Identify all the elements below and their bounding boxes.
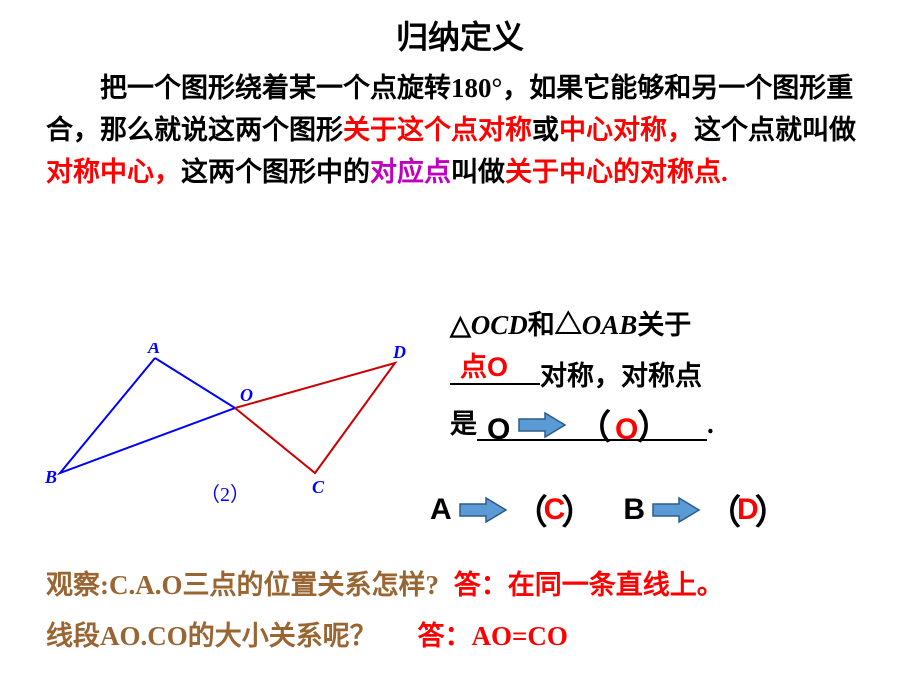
- paren-close: ）: [561, 485, 595, 534]
- arrow-icon: [651, 494, 701, 526]
- para-text: 叫做: [451, 157, 505, 187]
- answer-point-O: 点O: [460, 347, 508, 389]
- para-text: 这两个图形中的: [181, 157, 370, 187]
- paren-open: （: [707, 485, 741, 534]
- blank-corresponding-points: O （ O ）: [477, 409, 707, 441]
- tri-OCD: OCD: [471, 305, 528, 347]
- paren-close: ）: [755, 485, 789, 534]
- blank-center-point: 点O: [450, 353, 540, 385]
- tri-suffix: 关于: [637, 305, 691, 347]
- diagram-label-D: D: [392, 343, 406, 362]
- para-text: 或: [532, 115, 559, 145]
- question-1: 观察:C.A.O三点的位置关系怎样?: [46, 570, 439, 600]
- sym-text: 对称，对称点: [540, 356, 702, 398]
- paren-open: （: [514, 485, 548, 534]
- tri-OAB: OAB: [582, 305, 638, 347]
- answer-O: O: [615, 407, 638, 454]
- triangle-diagram: A B O C D （2）: [40, 343, 430, 523]
- page-title: 归纳定义: [0, 0, 920, 68]
- diagram-label-A: A: [147, 343, 160, 357]
- bottom-qa: 观察:C.A.O三点的位置关系怎样? 答：在同一条直线上。 线段AO.CO的大小…: [46, 560, 896, 663]
- answer-2: 答：AO=CO: [418, 621, 568, 651]
- diagram-label-C: C: [312, 477, 325, 497]
- paren-close: ）: [637, 403, 671, 456]
- answer-1: 答：在同一条直线上。: [454, 570, 724, 600]
- diagram-label-B: B: [44, 467, 57, 487]
- period: .: [707, 404, 714, 446]
- tri-prefix: △: [450, 305, 471, 347]
- para-magenta: 对应点: [370, 157, 451, 187]
- paren-open: （: [577, 403, 611, 456]
- arrow-icon: [458, 494, 508, 526]
- tri-and: 和△: [528, 305, 582, 347]
- map-O-from: O: [487, 407, 510, 454]
- para-red2: 中心对称，: [559, 115, 694, 145]
- para-red1: 关于这个点对称: [343, 115, 532, 145]
- definition-paragraph: 把一个图形绕着某一个点旋转180°，如果它能够和另一个图形重合，那么就说这两个图…: [0, 68, 920, 194]
- para-red3: 对称中心，: [46, 157, 181, 187]
- para-text: 这个点就叫做: [694, 115, 856, 145]
- diagram-row: A B O C D （2） △OCD和△OAB关于 点O 对称，对称点 是 O: [0, 305, 920, 535]
- question-2: 线段AO.CO的大小关系呢？: [46, 621, 377, 651]
- map-B-from: B: [623, 493, 645, 527]
- mapping-line: A （ C ） B （ D ）: [430, 485, 789, 534]
- is-text: 是: [450, 404, 477, 446]
- right-text-block: △OCD和△OAB关于 点O 对称，对称点 是 O （ O ） .: [450, 305, 910, 446]
- diagram-caption: （2）: [200, 483, 250, 506]
- para-red4: 关于中心的对称点.: [505, 157, 728, 187]
- map-A-from: A: [430, 493, 452, 527]
- diagram-label-O: O: [240, 385, 253, 405]
- arrow-icon: [517, 409, 567, 441]
